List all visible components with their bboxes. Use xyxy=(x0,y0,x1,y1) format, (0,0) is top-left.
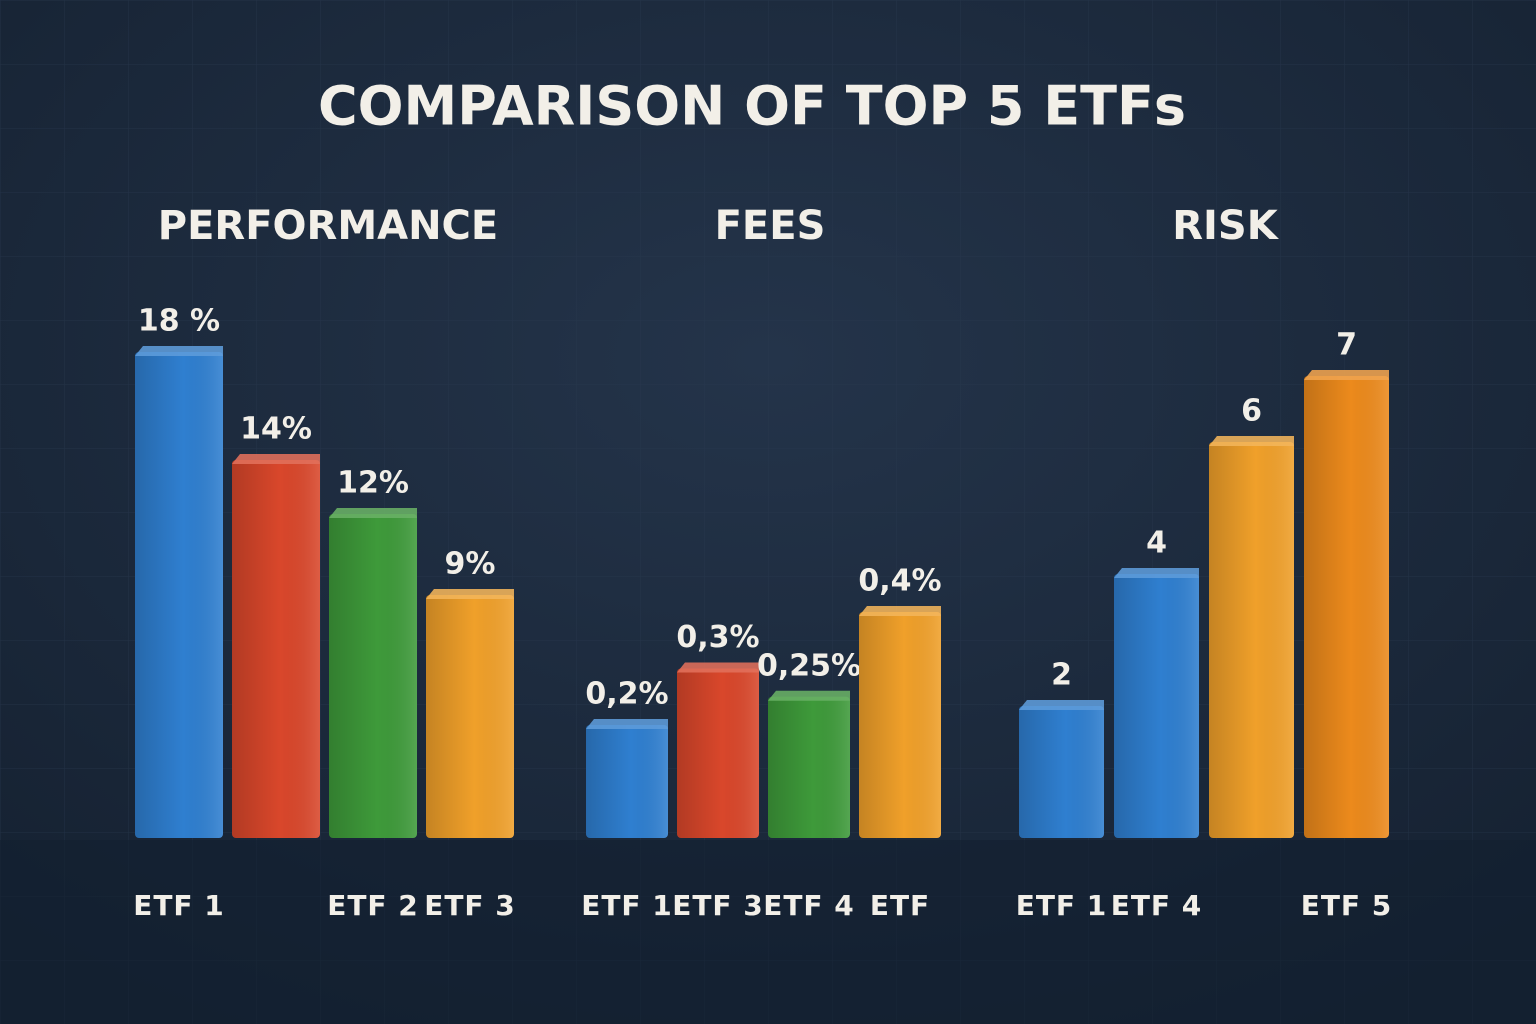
bar-top xyxy=(1019,700,1104,710)
value-label: 6 xyxy=(1241,394,1262,429)
bar-shade xyxy=(859,612,941,838)
value-label: 18 % xyxy=(138,304,220,339)
bar-top xyxy=(1304,370,1389,380)
x-tick-label: ETF 4 xyxy=(763,889,855,922)
bar-top-light xyxy=(232,454,320,464)
bar-top-light xyxy=(1114,568,1199,578)
bar-top-light xyxy=(426,589,514,599)
floor xyxy=(0,840,1536,1024)
x-tick-label: ETF 1 xyxy=(1016,889,1108,922)
bar-top-light xyxy=(677,662,759,673)
value-label: 0,2% xyxy=(585,677,668,712)
value-label: 2 xyxy=(1051,658,1072,693)
bar-shade xyxy=(1209,442,1294,838)
value-label: 9% xyxy=(445,547,496,582)
bar-top xyxy=(677,662,759,673)
bar-top-light xyxy=(329,508,417,518)
value-label: 0,25% xyxy=(757,648,861,683)
x-tick-label: ETF 1 xyxy=(581,889,673,922)
bar-top-light xyxy=(1019,700,1104,710)
x-tick-label: ETF 3 xyxy=(424,889,516,922)
chart-title: PERFORMANCE xyxy=(158,203,499,249)
x-tick-label: ETF 5 xyxy=(1301,889,1393,922)
chart-title: RISK xyxy=(1172,203,1279,249)
chart-title: FEES xyxy=(715,203,826,249)
x-tick-label: ETF 2 xyxy=(327,889,419,922)
x-tick-label: ETF 1 xyxy=(133,889,225,922)
bar-shade xyxy=(586,725,668,838)
value-label: 7 xyxy=(1336,328,1357,363)
bar-shade xyxy=(329,514,417,838)
bar-shade xyxy=(1114,574,1199,838)
bar-top xyxy=(329,508,417,518)
bar-top-light xyxy=(768,690,850,701)
x-tick-label: ETF 4 xyxy=(1111,889,1203,922)
value-label: 0,3% xyxy=(676,620,759,655)
bar-shade xyxy=(677,668,759,838)
bar-shade xyxy=(426,595,514,838)
bar-top xyxy=(232,454,320,464)
bar-shade xyxy=(768,696,850,838)
value-label: 12% xyxy=(337,466,409,501)
x-tick-label: ETF xyxy=(870,889,930,922)
bar-top xyxy=(859,606,941,616)
bar-top xyxy=(1114,568,1199,578)
bar-top xyxy=(768,690,850,701)
bar-top xyxy=(135,346,223,356)
bar-shade xyxy=(232,460,320,838)
value-label: 14% xyxy=(240,412,312,447)
bar-top-light xyxy=(586,719,668,729)
bar-shade xyxy=(135,352,223,838)
bar-shade xyxy=(1019,706,1104,838)
bar-top-light xyxy=(859,606,941,616)
bar-top xyxy=(586,719,668,729)
value-label: 4 xyxy=(1146,526,1167,561)
x-tick-label: ETF 3 xyxy=(672,889,764,922)
main-title: COMPARISON OF TOP 5 ETFs xyxy=(318,75,1186,138)
value-label: 0,4% xyxy=(858,564,941,599)
bar-shade xyxy=(1304,376,1389,838)
bar-top xyxy=(426,589,514,599)
bar-top-light xyxy=(135,346,223,356)
bar-top-light xyxy=(1209,436,1294,446)
bar-top xyxy=(1209,436,1294,446)
bar-top-light xyxy=(1304,370,1389,380)
